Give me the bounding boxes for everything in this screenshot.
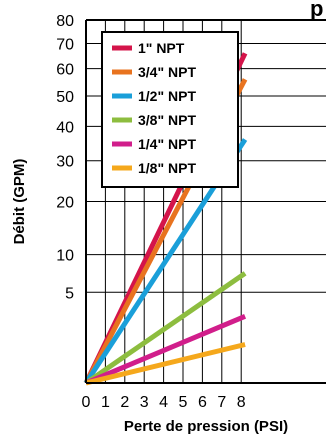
chart-title-fragment: p <box>310 0 323 21</box>
legend-label: 1" NPT <box>138 40 185 56</box>
x-tick-label: 0 <box>82 394 91 411</box>
legend-label: 1/4" NPT <box>138 136 196 152</box>
legend-label: 1/8" NPT <box>138 160 196 176</box>
y-tick-label: 40 <box>56 119 74 136</box>
x-tick-label: 3 <box>140 394 149 411</box>
x-tick-label: 7 <box>217 394 226 411</box>
y-axis-label: Débit (GPM) <box>11 159 28 245</box>
x-tick-label: 2 <box>120 394 129 411</box>
series-line-3 <box>84 271 247 386</box>
x-axis-label: Perte de pression (PSI) <box>124 418 288 435</box>
legend: 1" NPT 3/4" NPT 1/2" NPT 3/8" NPT 1/4" NPT 1/… <box>101 31 239 188</box>
x-tick-label: 5 <box>179 394 188 411</box>
legend-label: 3/8" NPT <box>138 112 196 128</box>
x-tick-label: 1 <box>101 394 110 411</box>
y-tick-label: 20 <box>56 195 74 212</box>
y-axis-ticks: 5 10 20 30 40 50 60 70 80 <box>56 13 74 302</box>
y-tick-label: 10 <box>56 248 74 265</box>
y-tick-label: 5 <box>65 285 74 302</box>
legend-label: 1/2" NPT <box>138 88 196 104</box>
series-line-4 <box>85 314 247 386</box>
y-tick-label: 50 <box>56 89 74 106</box>
y-tick-label: 60 <box>56 62 74 79</box>
y-tick-label: 30 <box>56 154 74 171</box>
legend-box <box>101 31 239 188</box>
plot-frame <box>85 19 326 384</box>
y-tick-label: 70 <box>56 36 74 53</box>
x-tick-label: 4 <box>159 394 168 411</box>
x-tick-label: 8 <box>237 394 246 411</box>
y-tick-label: 80 <box>56 13 74 30</box>
series-line-5 <box>85 342 246 386</box>
legend-label: 3/4" NPT <box>138 64 196 80</box>
x-tick-label: 6 <box>198 394 207 411</box>
